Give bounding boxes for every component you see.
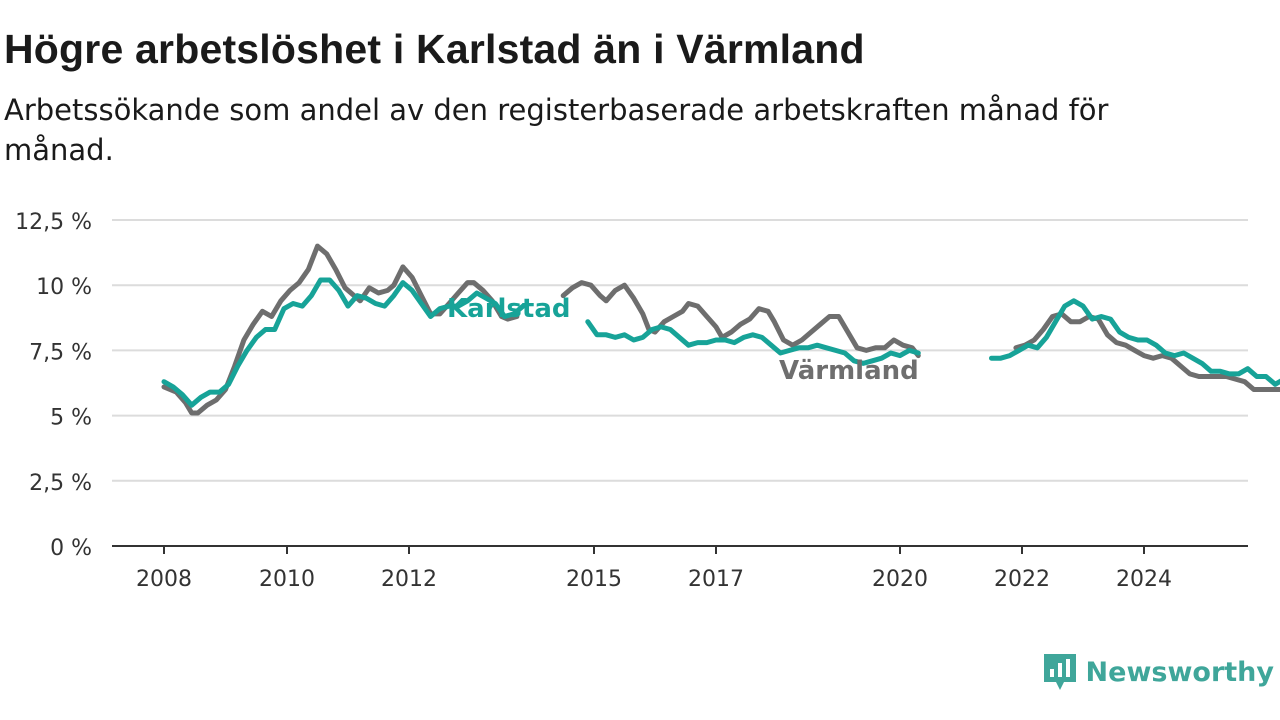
- x-tick-label: 2008: [136, 567, 192, 592]
- line-chart: 0 % 2,5 % 5 % 7,5 % 10 % 12,5 % 2008 2010 2012 20…: [15, 210, 1280, 592]
- series-label-varmland: Värmland: [779, 356, 919, 386]
- y-tick-label: 0 %: [50, 536, 92, 561]
- series-line-varmland: [161, 243, 520, 416]
- newsworthy-logo-icon: [1043, 654, 1076, 690]
- series-line-karlstad: [161, 277, 526, 408]
- chart-title: Högre arbetslöshet i Karlstad än i Värml…: [4, 26, 865, 72]
- series-line-karlstad: [989, 298, 1280, 387]
- y-tick-label: 10 %: [36, 275, 92, 300]
- x-tick-label: 2022: [994, 567, 1050, 592]
- series-line-karlstad: [585, 319, 921, 366]
- chart-subtitle: Arbetssökande som andel av den registerb…: [4, 93, 1109, 167]
- y-tick-label: 5 %: [50, 406, 92, 431]
- x-tick-label: 2010: [259, 567, 315, 592]
- y-tick-label: 2,5 %: [29, 471, 92, 496]
- series-line-varmland: [560, 280, 921, 359]
- brand-name: Newsworthy: [1085, 656, 1274, 688]
- x-tick-label: 2012: [381, 567, 437, 592]
- y-tick-label: 12,5 %: [15, 210, 92, 235]
- x-tick-label: 2017: [688, 567, 744, 592]
- x-tick-label: 2024: [1116, 567, 1172, 592]
- x-tick-label: 2020: [872, 567, 928, 592]
- x-tick-label: 2015: [566, 567, 622, 592]
- newsworthy-brand: Newsworthy: [1042, 652, 1274, 692]
- y-tick-label: 7,5 %: [29, 340, 92, 365]
- series-label-karlstad: Karlstad: [447, 294, 571, 324]
- series-line-varmland: [1013, 311, 1280, 392]
